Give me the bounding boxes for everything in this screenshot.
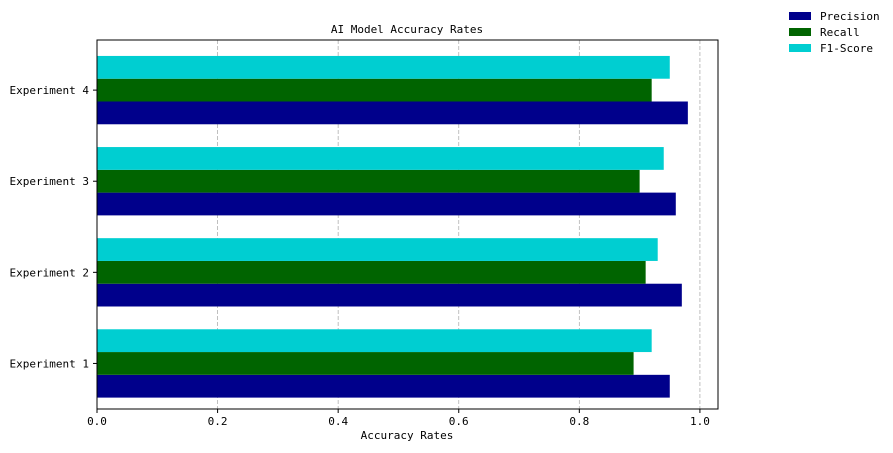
- bar-recall-4: [97, 78, 652, 102]
- legend: Precision Recall F1-Score: [789, 10, 880, 55]
- axes: 0.0 0.2 0.4 0.6 0.8 1.0 Experiment 1 Experiment…: [10, 39, 719, 428]
- bar-precision-3: [97, 192, 676, 216]
- x-tick-label: 0.6: [449, 415, 469, 428]
- y-tick-label: Experiment 1: [10, 357, 89, 370]
- plot-frame: [96, 39, 719, 410]
- chart-title: AI Model Accuracy Rates: [331, 23, 483, 36]
- legend-swatch-f1-score: [789, 44, 811, 52]
- x-axis-label: Accuracy Rates: [361, 429, 454, 442]
- x-tick-label: 0.8: [569, 415, 589, 428]
- bar-recall-3: [97, 169, 640, 193]
- x-tick-label: 0.2: [208, 415, 228, 428]
- bar-f1-score-1: [97, 329, 652, 353]
- bar-precision-2: [97, 283, 682, 307]
- bar-f1-score-3: [97, 147, 664, 170]
- legend-label: F1-Score: [820, 42, 873, 55]
- legend-swatch-precision: [789, 12, 811, 20]
- y-tick-label: Experiment 3: [10, 175, 89, 188]
- legend-label: Precision: [820, 10, 880, 23]
- bar-precision-1: [97, 374, 670, 398]
- bar-recall-2: [97, 260, 646, 284]
- y-tick-label: Experiment 4: [10, 84, 90, 97]
- bar-precision-4: [97, 101, 688, 125]
- x-tick-label: 1.0: [690, 415, 710, 428]
- bar-f1-score-2: [97, 238, 658, 261]
- bar-f1-score-4: [97, 55, 670, 79]
- x-tick-label: 0.0: [87, 415, 107, 428]
- legend-label: Recall: [820, 26, 860, 39]
- bar-recall-1: [97, 352, 634, 375]
- bars: [97, 55, 688, 398]
- y-tick-label: Experiment 2: [10, 266, 89, 279]
- x-tick-label: 0.4: [328, 415, 348, 428]
- legend-swatch-recall: [789, 28, 811, 36]
